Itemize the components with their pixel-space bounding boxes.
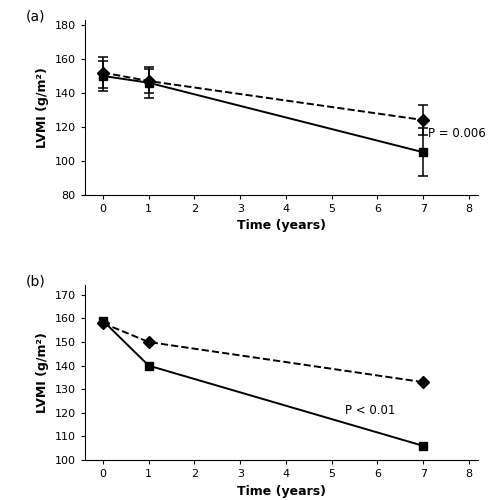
Text: (b): (b)	[26, 275, 45, 289]
Y-axis label: LVMI (g/m²): LVMI (g/m²)	[36, 332, 49, 413]
Y-axis label: LVMI (g/m²): LVMI (g/m²)	[36, 67, 49, 148]
X-axis label: Time (years): Time (years)	[237, 219, 326, 232]
Text: P = 0.006: P = 0.006	[428, 127, 486, 140]
X-axis label: Time (years): Time (years)	[237, 484, 326, 498]
Text: P < 0.01: P < 0.01	[346, 404, 396, 417]
Text: (a): (a)	[26, 10, 45, 24]
